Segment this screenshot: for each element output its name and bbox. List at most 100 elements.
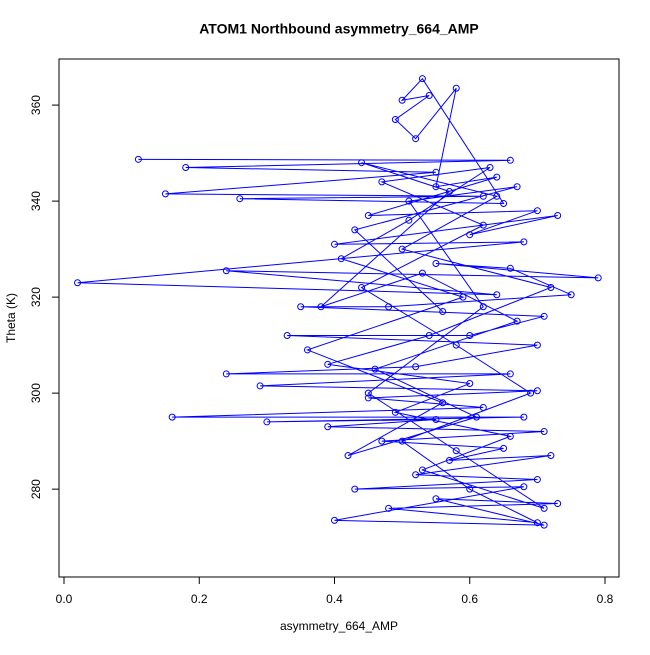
point: [479, 221, 487, 229]
point: [364, 212, 372, 220]
plot-box: [58, 58, 620, 578]
point: [533, 476, 541, 484]
point: [168, 413, 176, 421]
point: [452, 341, 460, 349]
y-tick-label: 280: [29, 479, 43, 499]
point: [364, 394, 372, 402]
point: [493, 192, 501, 200]
point: [479, 192, 487, 200]
point: [533, 519, 541, 527]
point: [182, 163, 190, 171]
point: [506, 432, 514, 440]
point: [418, 269, 426, 277]
point: [506, 370, 514, 378]
point: [520, 238, 528, 246]
chart-title: ATOM1 Northbound asymmetry_664_AMP: [199, 21, 479, 37]
y-tick-label: 300: [29, 383, 43, 403]
point: [439, 308, 447, 316]
point: [418, 466, 426, 474]
point: [486, 163, 494, 171]
point: [466, 380, 474, 388]
point: [466, 485, 474, 493]
x-tick-label: 0.4: [326, 592, 343, 606]
point: [351, 485, 359, 493]
point: [391, 408, 399, 416]
point: [398, 245, 406, 253]
point: [324, 423, 332, 431]
point: [405, 197, 413, 205]
point: [452, 84, 460, 92]
point: [554, 212, 562, 220]
point: [344, 452, 352, 460]
point: [452, 447, 460, 455]
point: [439, 399, 447, 407]
point: [358, 159, 366, 167]
point: [263, 418, 271, 426]
point: [283, 332, 291, 340]
point: [303, 346, 311, 354]
point: [418, 75, 426, 83]
point: [520, 483, 528, 491]
point: [445, 456, 453, 464]
point: [351, 226, 359, 234]
point: [378, 178, 386, 186]
point: [554, 500, 562, 508]
y-tick-label: 360: [29, 95, 43, 115]
point: [432, 416, 440, 424]
point: [493, 291, 501, 299]
point: [412, 363, 420, 371]
point: [513, 317, 521, 325]
point: [74, 279, 82, 287]
point: [479, 404, 487, 412]
point: [547, 452, 555, 460]
point: [506, 264, 514, 272]
point: [337, 255, 345, 263]
y-axis-label: Theta (K): [4, 293, 18, 343]
point: [520, 413, 528, 421]
point: [432, 168, 440, 176]
point: [236, 195, 244, 203]
point: [371, 365, 379, 373]
point: [412, 135, 420, 143]
point: [500, 444, 508, 452]
point: [161, 190, 169, 198]
point: [466, 231, 474, 239]
point: [594, 274, 602, 282]
point: [445, 188, 453, 196]
point: [540, 428, 548, 436]
point: [222, 267, 230, 275]
point: [479, 303, 487, 311]
point: [533, 387, 541, 395]
point: [513, 183, 521, 191]
point: [324, 360, 332, 368]
x-tick-label: 0.6: [461, 592, 478, 606]
point: [256, 382, 264, 390]
point: [533, 341, 541, 349]
point: [222, 370, 230, 378]
point: [493, 173, 501, 181]
x-tick-label: 0.0: [56, 592, 73, 606]
point: [500, 200, 508, 208]
point: [398, 437, 406, 445]
point: [432, 495, 440, 503]
point: [398, 96, 406, 104]
point: [364, 389, 372, 397]
x-axis-label: asymmetry_664_AMP: [280, 619, 398, 633]
point: [547, 284, 555, 292]
point: [297, 303, 305, 311]
point: [385, 303, 393, 311]
point: [425, 91, 433, 99]
point: [385, 504, 393, 512]
point: [405, 216, 413, 224]
point: [134, 155, 142, 163]
point: [391, 115, 399, 123]
point: [331, 240, 339, 248]
point: [378, 437, 386, 445]
point: [425, 332, 433, 340]
point: [527, 389, 535, 397]
y-tick-label: 320: [29, 287, 43, 307]
point: [331, 516, 339, 524]
point: [540, 521, 548, 529]
x-tick-label: 0.2: [191, 592, 208, 606]
point: [567, 291, 575, 299]
